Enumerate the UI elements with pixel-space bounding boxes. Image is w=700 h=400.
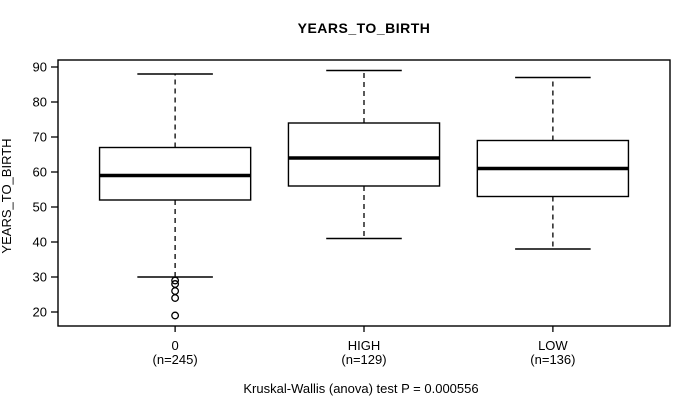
group-label: LOW bbox=[538, 338, 568, 353]
outlier-point bbox=[171, 276, 180, 285]
group-count-label: (n=136) bbox=[530, 352, 575, 367]
y-tick-label: 90 bbox=[33, 60, 47, 75]
y-tick-label: 80 bbox=[33, 95, 47, 110]
group-label: HIGH bbox=[348, 338, 381, 353]
outlier-point bbox=[171, 311, 180, 320]
iqr-box bbox=[287, 122, 441, 187]
stat-test-caption: Kruskal-Wallis (anova) test P = 0.000556 bbox=[243, 381, 478, 396]
group-label: 0 bbox=[171, 338, 178, 353]
plot-content: 20 30 40 50 60 70 80 90 0(n=245) HIGH(n=129) LOW(n… bbox=[33, 60, 630, 367]
y-tick-label: 50 bbox=[33, 200, 47, 215]
y-tick-label: 30 bbox=[33, 270, 47, 285]
y-tick-label: 20 bbox=[33, 305, 47, 320]
outlier-point bbox=[171, 287, 180, 295]
y-tick-label: 70 bbox=[33, 130, 47, 145]
group-count-label: (n=245) bbox=[153, 352, 198, 367]
y-tick-label: 60 bbox=[33, 165, 47, 180]
outlier-point bbox=[171, 294, 180, 302]
chart-title: YEARS_TO_BIRTH bbox=[298, 20, 431, 36]
group-count-label: (n=129) bbox=[341, 352, 386, 367]
y-axis-title: YEARS_TO_BIRTH bbox=[0, 138, 14, 253]
y-tick-label: 40 bbox=[33, 235, 47, 250]
